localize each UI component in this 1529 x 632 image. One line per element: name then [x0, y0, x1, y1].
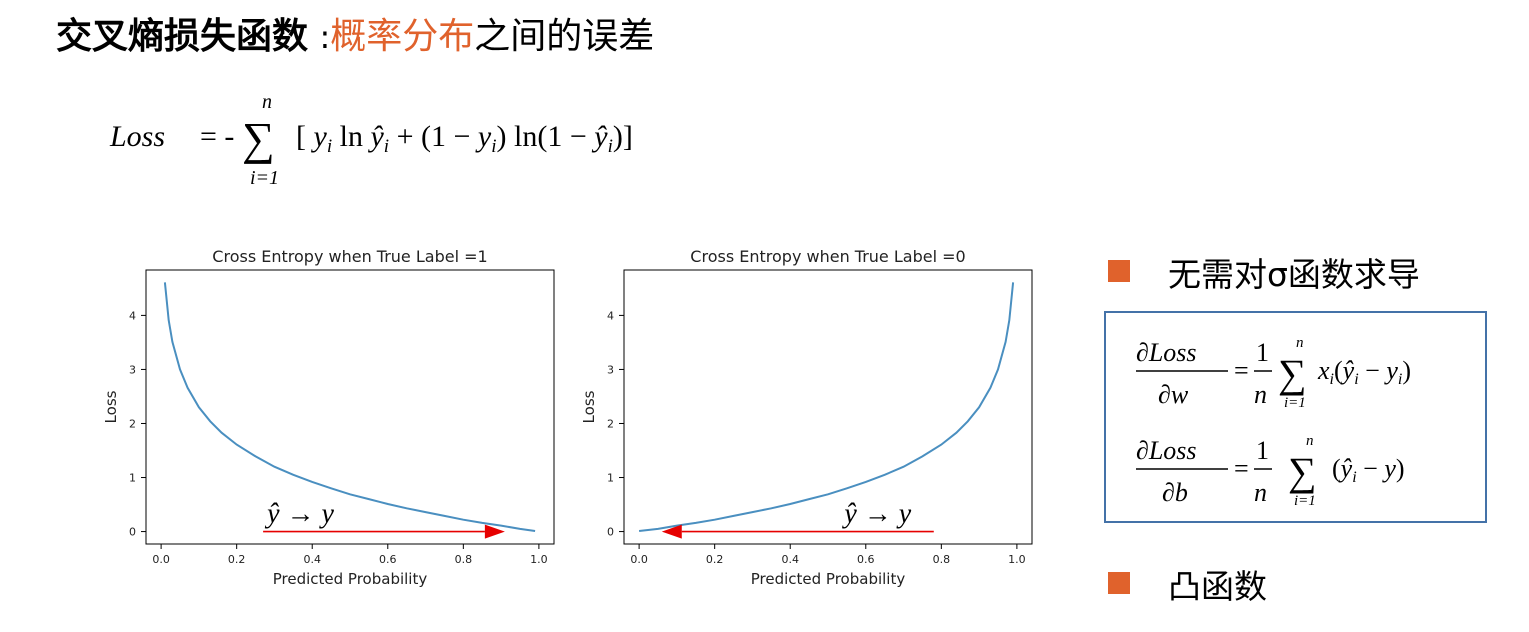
- svg-text:=: =: [1234, 454, 1249, 483]
- db-sum-top: n: [1306, 433, 1314, 449]
- annotation-text: ŷ → y: [841, 499, 911, 530]
- db-sum-bottom: i=1: [1294, 493, 1316, 509]
- loss-body: [ yi ln ŷi + (1 − yi) ln(1 − ŷi)]: [296, 120, 633, 157]
- y-tick-label: 0: [607, 526, 614, 539]
- x-tick-label: 0.0: [152, 553, 170, 566]
- sum-bottom: i=1: [250, 167, 279, 189]
- x-tick-label: 1.0: [1008, 553, 1026, 566]
- y-axis-label: Loss: [580, 390, 598, 423]
- dw-frac-num: 1: [1256, 338, 1269, 367]
- axes-frame: [145, 269, 555, 545]
- y-tick-label: 4: [129, 309, 136, 322]
- loss-eq: = -: [200, 120, 234, 153]
- title-highlight: 概率分布: [330, 16, 475, 57]
- chart-title: Cross Entropy when True Label =1: [212, 247, 487, 266]
- y-tick-label: 3: [129, 363, 136, 376]
- dw-denominator: ∂w: [1158, 380, 1189, 409]
- dw-sum-bottom: i=1: [1284, 395, 1306, 411]
- bullet-text: 凸函数: [1168, 567, 1267, 606]
- x-tick-label: 0.4: [781, 553, 799, 566]
- loss-formula: Loss = - ∑ n i=1 [ yi ln ŷi + (1 − yi) l…: [109, 91, 633, 189]
- sum-sign: ∑: [242, 113, 275, 164]
- y-tick-label: 0: [129, 526, 136, 539]
- x-axis-label: Predicted Probability: [273, 570, 428, 588]
- y-tick-label: 3: [607, 363, 614, 376]
- dw-body: xi(ŷi − yi): [1317, 356, 1411, 388]
- x-tick-label: 0.4: [303, 553, 321, 566]
- series-line: [638, 282, 1015, 532]
- db-body: (ŷi − y): [1332, 454, 1405, 486]
- bullet-square-icon: [1108, 260, 1130, 282]
- y-tick-label: 2: [129, 417, 136, 430]
- derivative-formulas: ∂Loss ∂w = 1 n ∑ n i=1 xi(ŷi − yi) ∂Loss…: [1136, 335, 1411, 509]
- y-tick-label: 4: [607, 309, 614, 322]
- x-tick-label: 0.2: [228, 553, 246, 566]
- bullet-text: 无需对σ函数求导: [1168, 255, 1420, 294]
- x-tick-label: 0.6: [379, 553, 397, 566]
- dw-sum-top: n: [1296, 335, 1304, 351]
- dw-numerator: ∂Loss: [1136, 338, 1197, 367]
- dw-sum-sign: ∑: [1278, 351, 1307, 396]
- db-denominator: ∂b: [1162, 478, 1188, 507]
- x-tick-label: 1.0: [530, 553, 548, 566]
- x-tick-label: 0.0: [630, 553, 648, 566]
- y-tick-label: 1: [129, 472, 136, 485]
- series-line: [163, 282, 536, 532]
- y-tick-label: 2: [607, 417, 614, 430]
- title-bold: 交叉熵损失函数: [56, 16, 309, 57]
- annotation-arrow-head: [484, 524, 505, 539]
- dw-frac-den: n: [1254, 380, 1267, 409]
- x-tick-label: 0.6: [857, 553, 875, 566]
- db-frac-den: n: [1254, 478, 1267, 507]
- title-rest: 之间的误差: [474, 16, 655, 57]
- y-axis-label: Loss: [102, 390, 120, 423]
- chart-title: Cross Entropy when True Label =0: [690, 247, 965, 266]
- db-frac-num: 1: [1256, 436, 1269, 465]
- slide-title: 交叉熵损失函数 :概率分布之间的误差: [56, 14, 654, 61]
- annotation-text: ŷ → y: [264, 499, 334, 530]
- x-tick-label: 0.8: [933, 553, 951, 566]
- loss-lhs: Loss: [109, 120, 165, 153]
- y-tick-label: 1: [607, 472, 614, 485]
- db-numerator: ∂Loss: [1136, 436, 1197, 465]
- svg-text:=: =: [1234, 356, 1249, 385]
- sum-top: n: [262, 91, 272, 113]
- x-tick-label: 0.8: [455, 553, 473, 566]
- derivative-formulas-box: ∂Loss ∂w = 1 n ∑ n i=1 xi(ŷi − yi) ∂Loss…: [1104, 311, 1487, 523]
- chart-true-label-1: Cross Entropy when True Label =1 0.0 0.2 0.…: [102, 247, 555, 588]
- axes-frame: [623, 269, 1033, 545]
- x-tick-label: 0.2: [706, 553, 724, 566]
- title-separator: :: [319, 18, 331, 56]
- bullet-square-icon: [1108, 572, 1130, 594]
- chart-true-label-0: Cross Entropy when True Label =0 0.0 0.2 0.…: [580, 247, 1033, 588]
- annotation-arrow-head: [661, 524, 682, 539]
- db-sum-sign: ∑: [1288, 449, 1317, 494]
- x-axis-label: Predicted Probability: [751, 570, 906, 588]
